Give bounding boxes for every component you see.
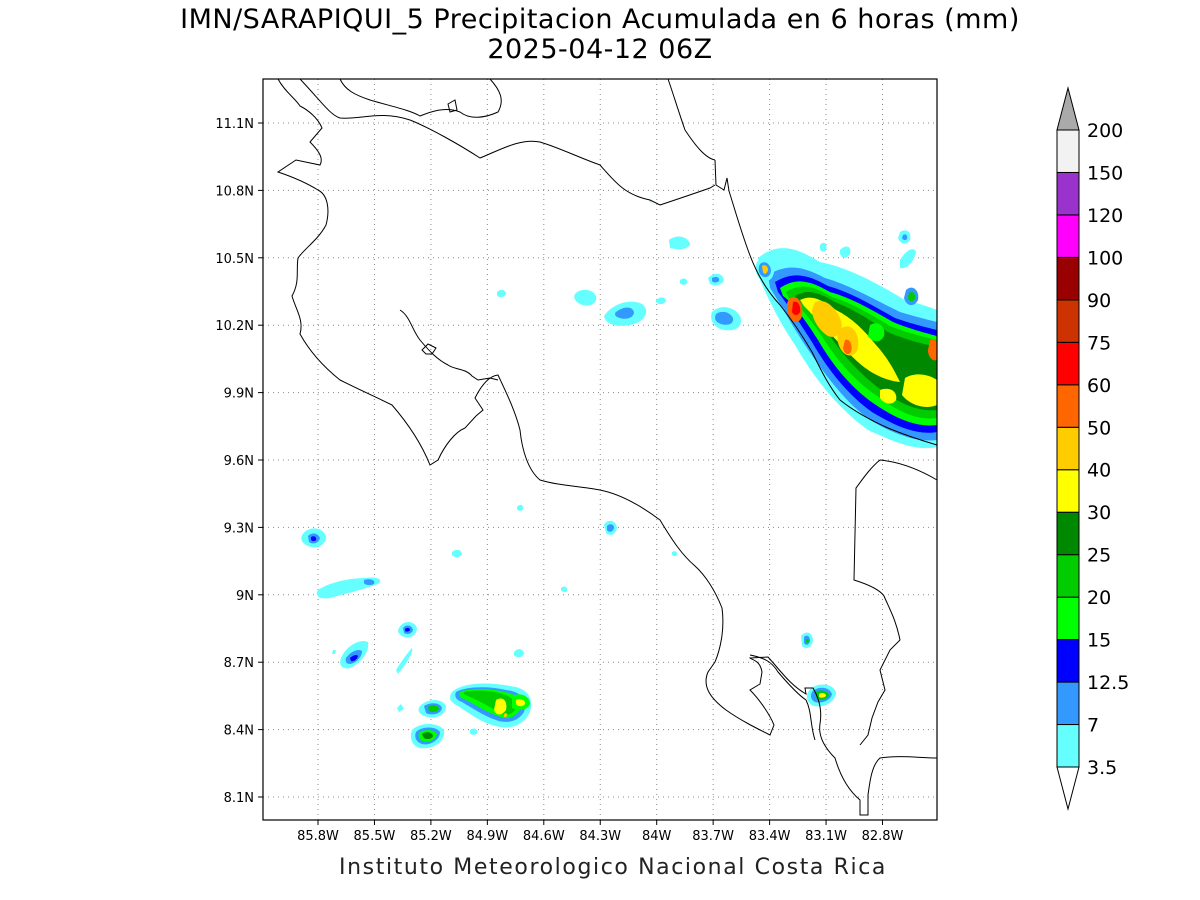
map-panel: 85.8W 85.5W 85.2W 84.9W 84.6W 84.3W 84W 83.7W 83… (215, 78, 938, 844)
y-tick-label: 8.4N (224, 724, 254, 739)
grid-lines (263, 79, 937, 820)
colorbar-label: 30 (1087, 502, 1111, 524)
colorbar-swatch (1056, 596, 1080, 641)
axis-ticks (258, 122, 883, 825)
x-tick-label: 83.7W (692, 829, 734, 844)
x-axis-labels: 85.8W 85.5W 85.2W 84.9W 84.6W 84.3W 84W 83.7W 83… (297, 829, 903, 844)
precip-caribbean-band (758, 248, 937, 449)
caribbean-coastline (714, 159, 938, 446)
colorbar-label: 12.5 (1087, 672, 1129, 694)
y-tick-label: 9.6N (224, 454, 254, 469)
x-tick-label: 84.6W (523, 829, 565, 844)
x-tick-label: 85.5W (354, 829, 396, 844)
colorbar-label: 25 (1087, 545, 1111, 567)
y-tick-label: 11.1N (215, 117, 254, 132)
x-tick-label: 84W (642, 829, 672, 844)
border-segment-north (667, 78, 716, 161)
colorbar-label: 90 (1087, 290, 1111, 312)
x-tick-label: 85.2W (410, 829, 452, 844)
y-tick-label: 9.9N (224, 387, 254, 402)
colorbar-swatch (1056, 469, 1080, 513)
colorbar-swatch (1056, 681, 1080, 726)
colorbar-swatch (1056, 129, 1080, 173)
y-tick-label: 10.2N (215, 319, 254, 334)
colorbar-swatch (1056, 299, 1080, 343)
y-tick-label: 8.1N (224, 791, 254, 806)
x-tick-label: 85.8W (297, 829, 339, 844)
y-tick-label: 8.7N (224, 656, 254, 671)
y-axis-labels: 8.1N 8.4N 8.7N 9N 9.3N 9.6N 9.9N 10.2N 10.5N 10.8… (215, 117, 254, 806)
y-tick-label: 10.5N (215, 252, 254, 267)
colorbar-label: 40 (1087, 460, 1111, 482)
colorbar-label: 7 (1087, 715, 1099, 737)
precipitation-fields (301, 198, 937, 749)
colorbar-swatch (1056, 639, 1080, 683)
y-tick-label: 10.8N (215, 184, 254, 199)
colorbar-swatch (1056, 511, 1080, 556)
colorbar-swatch (1056, 171, 1080, 216)
coastlines-borders (276, 78, 938, 816)
pacific-coastline-north (276, 78, 938, 816)
colorbar-swatch (1056, 426, 1080, 471)
colorbar-swatch (1056, 256, 1080, 301)
island-in-gulf (421, 343, 437, 355)
colorbar-label: 120 (1087, 205, 1123, 227)
colorbar-swatch (1056, 341, 1080, 386)
colorbar-swatch (1056, 724, 1080, 768)
precip-northern-cells (497, 198, 916, 331)
colorbar-over-triangle (1056, 86, 1080, 131)
colorbar-legend: 3.5 7 12.5 15 20 25 30 40 50 60 75 90 100 120 150 200 (1056, 86, 1129, 811)
osa-peninsula-coast (749, 654, 816, 741)
colorbar-label: 50 (1087, 417, 1111, 439)
colorbar-under-triangle (1056, 766, 1080, 811)
x-tick-label: 83.4W (749, 829, 791, 844)
colorbar-label: 150 (1087, 162, 1123, 184)
colorbar-label: 200 (1087, 120, 1123, 142)
nicoya-gulf (399, 309, 499, 381)
y-tick-label: 9N (236, 589, 254, 604)
x-tick-label: 83.1W (805, 829, 847, 844)
colorbar-label: 75 (1087, 332, 1111, 354)
x-tick-label: 84.3W (579, 829, 621, 844)
colorbar-label: 20 (1087, 587, 1111, 609)
x-tick-label: 82.8W (862, 829, 904, 844)
colorbar-swatch (1056, 214, 1080, 258)
colorbar-swatch (1056, 554, 1080, 598)
lake-nicaragua-shore (339, 78, 502, 118)
map-date: 2025-04-12 06Z (487, 34, 713, 65)
y-tick-label: 9.3N (224, 521, 254, 536)
footer-credit: Instituto Meteorologico Nacional Costa R… (339, 855, 887, 880)
nicaragua-costa-rica-border (299, 78, 716, 206)
costa-rica-panama-border (853, 459, 938, 746)
colorbar-swatch (1056, 384, 1080, 428)
map-title: IMN/SARAPIQUI_5 Precipitacion Acumulada … (180, 4, 1020, 35)
colorbar-label: 3.5 (1087, 757, 1117, 779)
precip-southern-cells (301, 504, 836, 749)
colorbar-label: 15 (1087, 630, 1111, 652)
colorbar-label: 60 (1087, 375, 1111, 397)
x-tick-label: 84.9W (466, 829, 508, 844)
colorbar-label: 100 (1087, 247, 1123, 269)
